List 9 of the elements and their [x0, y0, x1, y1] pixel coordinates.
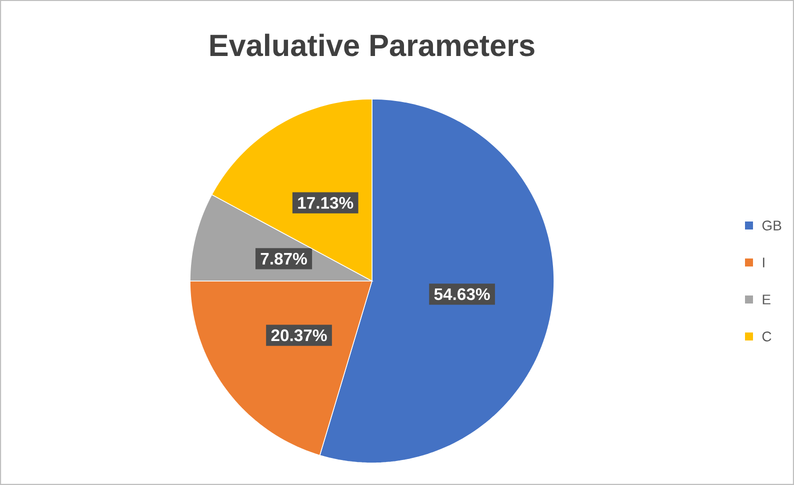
legend-label: C — [762, 332, 772, 342]
data-label: 7.87% — [260, 252, 307, 265]
chart-title: Evaluative Parameters — [210, 34, 534, 56]
legend-label: E — [762, 294, 770, 304]
data-label: 17.13% — [298, 196, 354, 209]
data-label: 20.37% — [271, 329, 327, 342]
legend-label: I — [763, 258, 764, 268]
legend-label: GB — [762, 220, 782, 230]
data-label: 54.63% — [434, 288, 490, 300]
